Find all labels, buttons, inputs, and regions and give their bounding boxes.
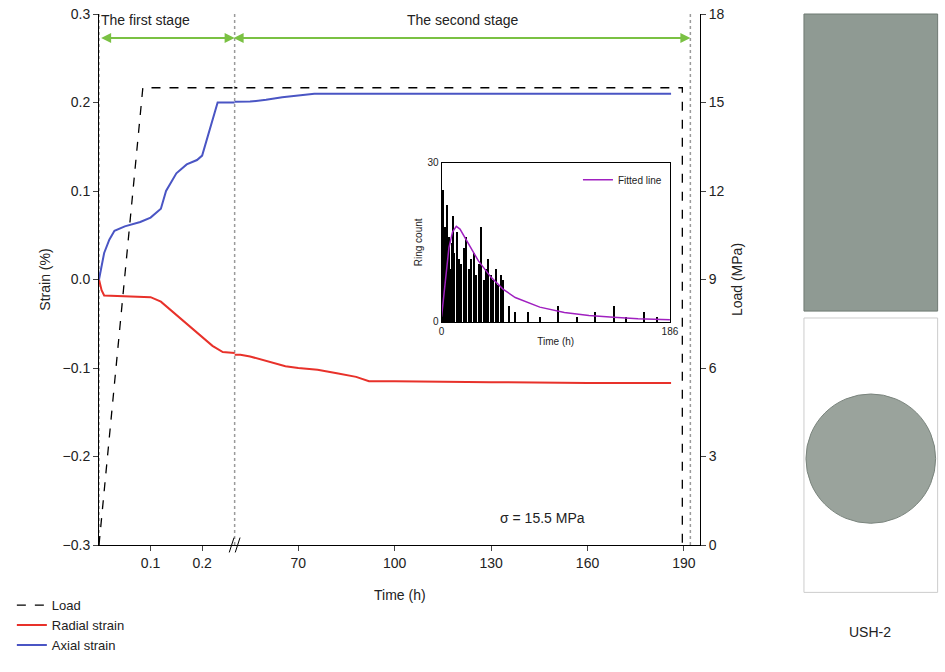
svg-text:0: 0: [439, 326, 445, 337]
svg-text:130: 130: [479, 555, 503, 571]
svg-text:0.3: 0.3: [71, 6, 91, 22]
svg-text:3: 3: [709, 448, 717, 464]
svg-text:0.2: 0.2: [192, 555, 212, 571]
svg-text:−0.1: −0.1: [63, 360, 91, 376]
svg-text:6: 6: [709, 360, 717, 376]
svg-text:70: 70: [290, 555, 306, 571]
svg-text:0.0: 0.0: [71, 271, 91, 287]
svg-text:−0.2: −0.2: [63, 448, 91, 464]
svg-text:−0.3: −0.3: [63, 537, 91, 553]
svg-text:190: 190: [672, 555, 696, 571]
svg-text:160: 160: [576, 555, 600, 571]
svg-text:Strain (%): Strain (%): [37, 248, 53, 310]
svg-text:Fitted line: Fitted line: [618, 175, 662, 186]
svg-text:The first stage: The first stage: [101, 12, 190, 28]
svg-text:0: 0: [709, 537, 717, 553]
svg-text:Load: Load: [52, 598, 81, 613]
svg-text:30: 30: [427, 157, 439, 168]
svg-text:Axial strain: Axial strain: [52, 638, 116, 653]
svg-text:0.1: 0.1: [71, 183, 91, 199]
svg-text:Load (MPa): Load (MPa): [729, 243, 745, 316]
svg-text:15: 15: [709, 94, 725, 110]
svg-text:The second stage: The second stage: [407, 12, 519, 28]
svg-text:Ring count: Ring count: [413, 218, 424, 266]
svg-text:0: 0: [433, 316, 439, 327]
svg-text:0.2: 0.2: [71, 94, 91, 110]
svg-text:Time (h): Time (h): [537, 336, 574, 347]
svg-text:σ = 15.5 MPa: σ = 15.5 MPa: [500, 510, 585, 526]
svg-text:USH-2: USH-2: [849, 624, 891, 640]
svg-text:0.1: 0.1: [141, 555, 161, 571]
svg-text:18: 18: [709, 6, 725, 22]
svg-text:12: 12: [709, 183, 725, 199]
svg-text:186: 186: [662, 326, 679, 337]
svg-text:Radial strain: Radial strain: [52, 618, 124, 633]
svg-text:9: 9: [709, 271, 717, 287]
svg-text:Time (h): Time (h): [374, 587, 426, 603]
svg-text:100: 100: [383, 555, 407, 571]
